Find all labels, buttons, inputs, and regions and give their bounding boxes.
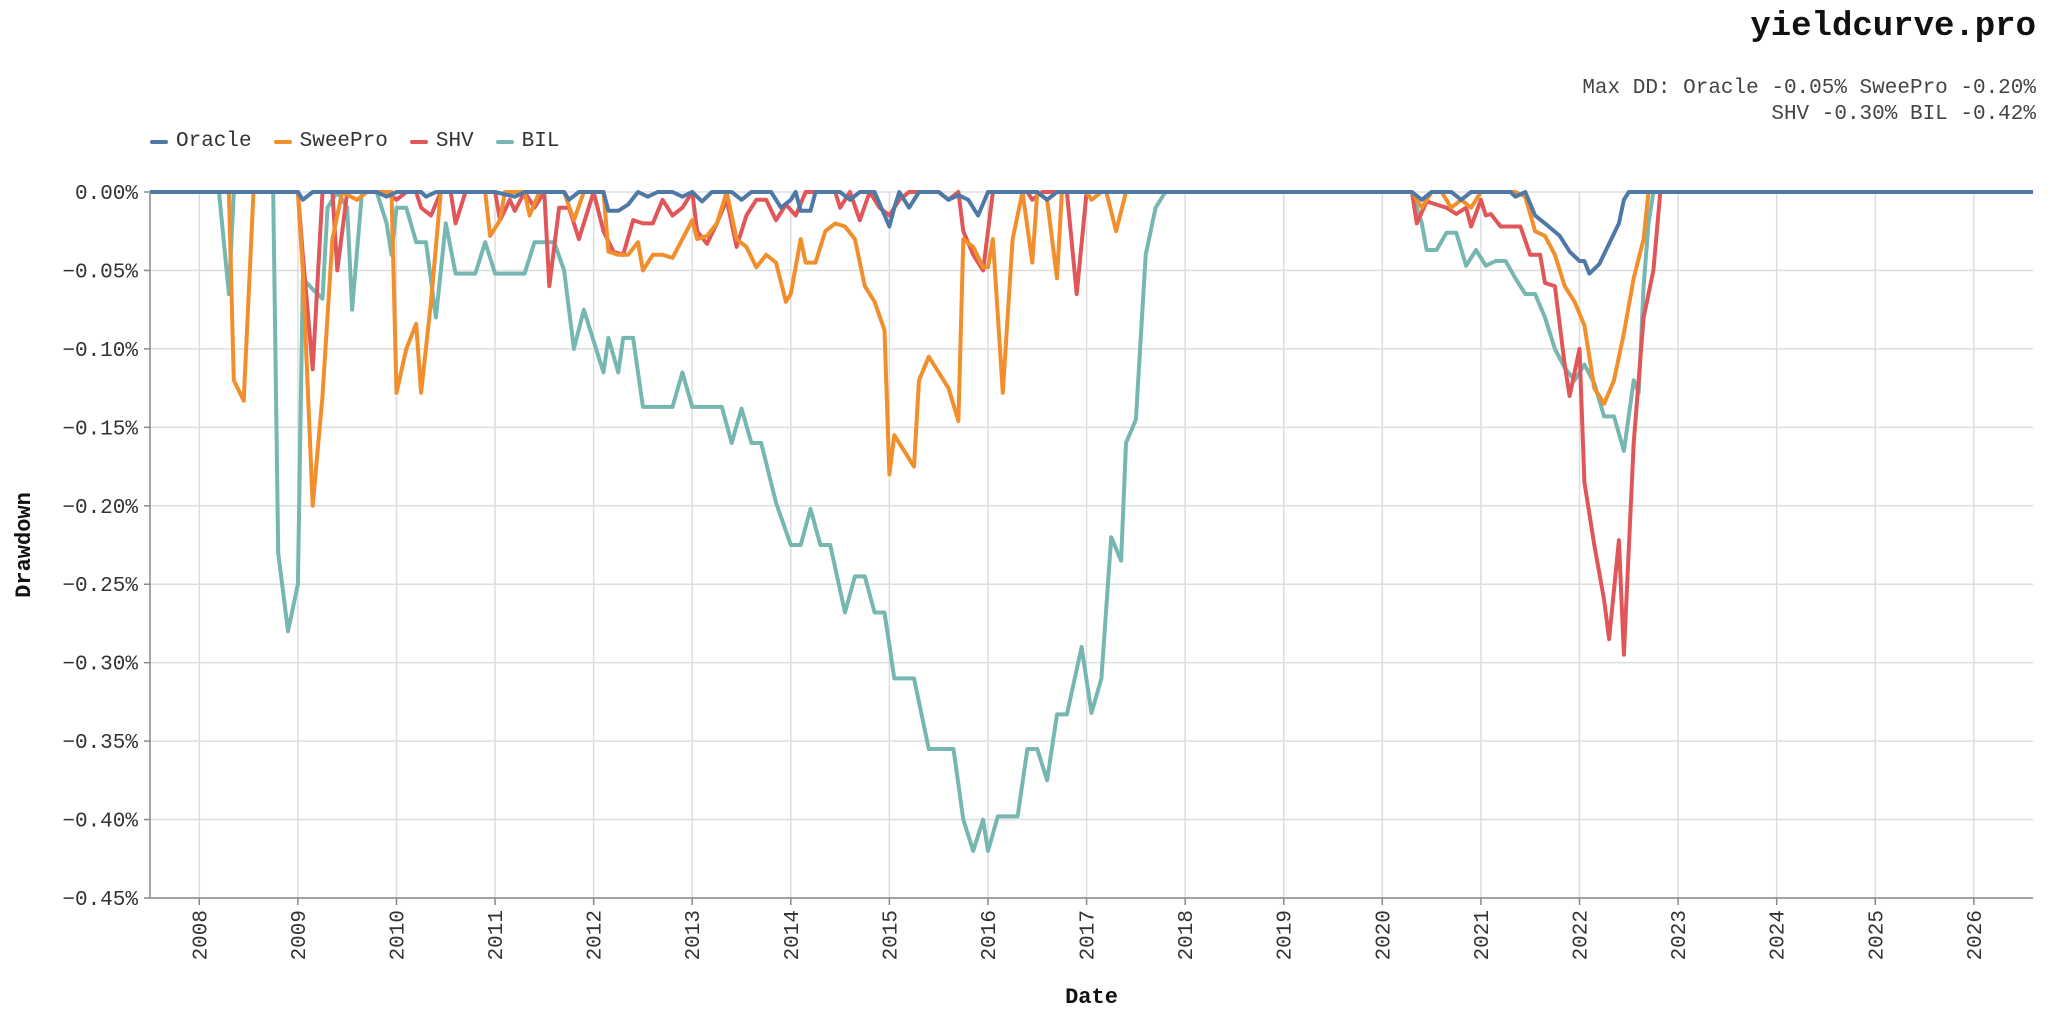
x-tick-label: 2011 bbox=[486, 910, 509, 960]
y-tick-label: −0.10% bbox=[62, 340, 138, 363]
y-axis-title: Drawdown bbox=[12, 492, 37, 598]
legend-item-oracle[interactable]: Oracle bbox=[150, 130, 252, 153]
series-line-shv bbox=[150, 190, 2033, 657]
x-tick-label: 2016 bbox=[979, 910, 1002, 960]
legend-swatch-shv bbox=[409, 139, 428, 144]
y-tick-label: −0.05% bbox=[62, 261, 138, 284]
x-tick-label: 2024 bbox=[1768, 910, 1791, 960]
series-line-sweepro bbox=[150, 190, 2033, 508]
x-tick-label: 2017 bbox=[1078, 910, 1101, 960]
x-tick-label: 2012 bbox=[585, 910, 608, 960]
legend-label-oracle: Oracle bbox=[176, 130, 252, 153]
axes: 0.00% −0.05% −0.10% −0.15% −0.20% −0.25% −0.30… bbox=[62, 183, 2033, 960]
grid-lines bbox=[150, 191, 2033, 899]
x-tick-label: 2018 bbox=[1176, 910, 1199, 960]
y-tick-label: −0.20% bbox=[62, 497, 138, 520]
legend-swatch-bil bbox=[495, 139, 514, 144]
legend-label-shv: SHV bbox=[435, 130, 474, 153]
legend-item-bil[interactable]: BIL bbox=[495, 130, 560, 153]
legend-swatch-sweepro bbox=[273, 139, 292, 144]
max-drawdown-summary: Max DD: Oracle -0.05% SweePro -0.20% SHV… bbox=[1582, 76, 2036, 128]
series-line-oracle bbox=[150, 190, 2033, 276]
legend-swatch-oracle bbox=[150, 139, 168, 144]
x-tick-label: 2013 bbox=[683, 910, 706, 960]
summary-line-2: SHV -0.30% BIL -0.42% bbox=[1771, 103, 2036, 126]
legend-item-shv[interactable]: SHV bbox=[409, 130, 474, 153]
y-tick-label: −0.25% bbox=[62, 575, 138, 598]
x-tick-label: 2019 bbox=[1275, 910, 1298, 960]
brand-title: yieldcurve.pro bbox=[1750, 8, 2036, 46]
y-tick-label: −0.45% bbox=[62, 889, 138, 912]
series-line-bil bbox=[150, 190, 2033, 853]
x-tick-label: 2022 bbox=[1571, 910, 1594, 960]
summary-line-1: Max DD: Oracle -0.05% SweePro -0.20% bbox=[1582, 77, 2036, 100]
x-tick-label: 2014 bbox=[782, 910, 805, 960]
legend-label-sweepro: SweePro bbox=[299, 130, 388, 153]
y-tick-label: −0.35% bbox=[62, 732, 138, 755]
legend-label-bil: BIL bbox=[521, 130, 560, 153]
x-tick-label: 2008 bbox=[190, 910, 213, 960]
legend-item-sweepro[interactable]: SweePro bbox=[273, 130, 388, 153]
y-tick-label: −0.30% bbox=[62, 654, 138, 677]
x-tick-label: 2021 bbox=[1472, 910, 1495, 960]
x-tick-label: 2020 bbox=[1373, 910, 1396, 960]
x-axis-title: Date bbox=[1065, 985, 1118, 1010]
x-tick-label: 2015 bbox=[880, 910, 903, 960]
x-tick-label: 2023 bbox=[1669, 910, 1692, 960]
x-tick-label: 2010 bbox=[387, 910, 410, 960]
x-tick-label: 2009 bbox=[289, 910, 312, 960]
y-tick-label: −0.40% bbox=[62, 811, 138, 834]
x-tick-label: 2025 bbox=[1866, 910, 1889, 960]
x-tick-label: 2026 bbox=[1965, 910, 1988, 960]
series-lines bbox=[150, 190, 2033, 853]
chart-legend: Oracle SweePro SHV BIL bbox=[150, 130, 559, 153]
y-tick-label: −0.15% bbox=[62, 418, 138, 441]
y-tick-label: 0.00% bbox=[75, 183, 138, 206]
